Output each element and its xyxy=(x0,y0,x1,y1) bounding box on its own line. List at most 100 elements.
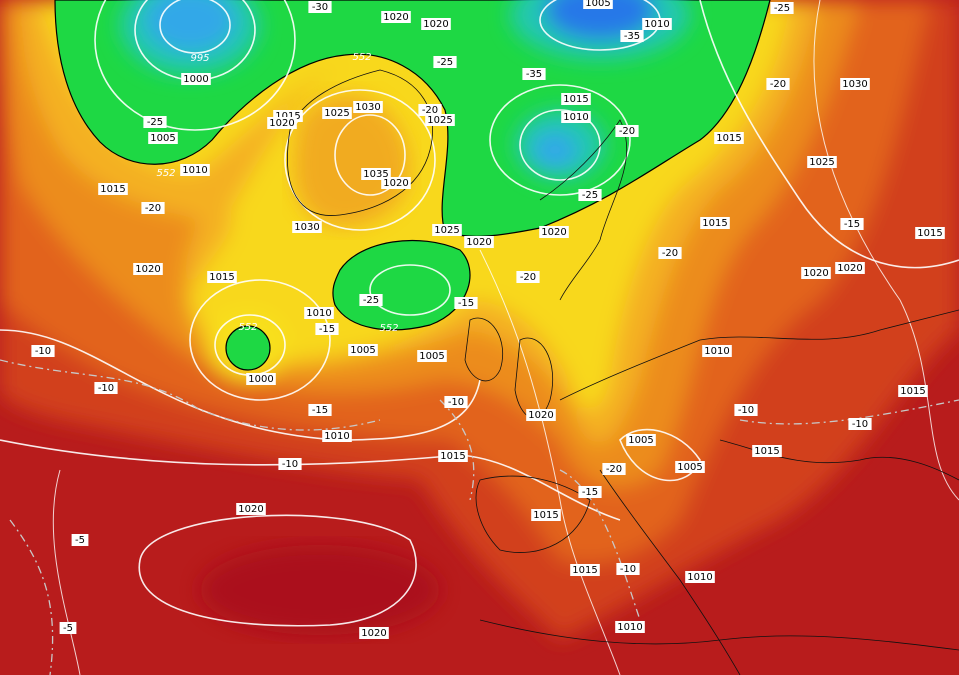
contour-label-text: 1015 xyxy=(209,272,234,283)
contour-label: 552 xyxy=(379,323,398,334)
contour-label-text: -20 xyxy=(606,464,622,475)
contour-label: 1000 xyxy=(246,373,276,385)
contour-label-text: 1015 xyxy=(100,184,125,195)
contour-label: 1020 xyxy=(539,226,569,238)
contour-label: 552 xyxy=(238,322,257,333)
contour-label-box xyxy=(315,323,339,335)
contour-label: 1000 xyxy=(181,73,211,85)
contour-label-text: 1020 xyxy=(383,12,408,23)
contour-label: -10 xyxy=(94,382,118,394)
contour-label-text: -10 xyxy=(282,459,298,470)
contour-label: -5 xyxy=(59,622,77,634)
contour-label-text: 1015 xyxy=(917,228,942,239)
contour-label-text: 1010 xyxy=(324,431,349,442)
contour-label-box xyxy=(417,350,447,362)
contour-label-box xyxy=(236,503,266,515)
contour-label-text: 1020 xyxy=(541,227,566,238)
contour-label-box xyxy=(433,56,457,68)
contour-label-text: -20 xyxy=(619,126,635,137)
contour-label-box xyxy=(626,434,656,446)
contour-label-text: 1000 xyxy=(248,374,273,385)
contour-label: -20 xyxy=(602,463,626,475)
contour-label-box xyxy=(602,463,626,475)
contour-label-text: 1020 xyxy=(238,504,263,515)
contour-label: -10 xyxy=(444,396,468,408)
contour-label-box xyxy=(840,78,870,90)
contour-label-box xyxy=(421,18,451,30)
contour-label-box xyxy=(181,73,211,85)
contour-label: 1020 xyxy=(381,177,411,189)
contour-label-text: 552 xyxy=(238,322,257,333)
contour-label: 1030 xyxy=(840,78,870,90)
contour-label: -10 xyxy=(848,418,872,430)
contour-label-box xyxy=(702,345,732,357)
contour-label-text: 1015 xyxy=(533,510,558,521)
contour-label-text: 1015 xyxy=(275,111,300,122)
contour-label-text: 1025 xyxy=(809,157,834,168)
contour-label-text: 1020 xyxy=(135,264,160,275)
contour-label-box xyxy=(381,11,411,23)
contour-label-box xyxy=(454,297,478,309)
contour-label: -20 xyxy=(516,271,540,283)
contour-label-text: 1015 xyxy=(563,94,588,105)
contour-label-box xyxy=(143,116,167,128)
contour-label-text: -5 xyxy=(75,535,85,546)
contour-label-text: 1015 xyxy=(754,446,779,457)
contour-label-box xyxy=(915,227,945,239)
contour-label-box xyxy=(381,177,411,189)
contour-label-box xyxy=(616,563,640,575)
contour-label-box xyxy=(308,1,332,13)
contour-label: 1020 xyxy=(526,409,556,421)
contour-label-text: -35 xyxy=(624,31,640,42)
contour-label-box xyxy=(848,418,872,430)
contour-label-box xyxy=(418,104,442,116)
contour-label: 1005 xyxy=(626,434,656,446)
contour-label: 1010 xyxy=(615,621,645,633)
contour-label: -15 xyxy=(840,218,864,230)
contour-label-box xyxy=(425,114,455,126)
contour-label: 995 xyxy=(190,53,209,64)
contour-label-box xyxy=(278,458,302,470)
contour-labels: 1020 1020 1005 1010 -35 -30 -25 995 1000 -25 -35 -2… xyxy=(31,0,945,639)
contour-label-box xyxy=(246,373,276,385)
contour-label-text: -25 xyxy=(774,3,790,14)
contour-label: 1020 xyxy=(801,267,831,279)
contour-label: -30 xyxy=(308,1,332,13)
contour-label: -20 xyxy=(615,125,639,137)
contour-label-text: 1005 xyxy=(419,351,444,362)
contour-label-text: 1020 xyxy=(269,118,294,129)
contour-label-text: 1010 xyxy=(704,346,729,357)
contour-label-box xyxy=(304,307,334,319)
contour-label-text: 552 xyxy=(156,168,175,179)
contour-label: -5 xyxy=(71,534,89,546)
contour-label-box xyxy=(658,247,682,259)
contour-label-text: 1020 xyxy=(423,19,448,30)
contour-label-text: 1025 xyxy=(427,115,452,126)
contour-label: -35 xyxy=(522,68,546,80)
contour-label-box xyxy=(348,344,378,356)
contour-label: 1020 xyxy=(133,263,163,275)
contour-label-text: -15 xyxy=(319,324,335,335)
contour-label-text: 1005 xyxy=(628,435,653,446)
contour-label-text: 1020 xyxy=(383,178,408,189)
contour-label-box xyxy=(570,564,600,576)
contour-label-text: 552 xyxy=(379,323,398,334)
contour-label-box xyxy=(207,271,237,283)
contour-label: -10 xyxy=(31,345,55,357)
contour-label-text: 1015 xyxy=(572,565,597,576)
contour-label: -15 xyxy=(578,486,602,498)
contour-label-text: -30 xyxy=(312,2,328,13)
contour-label: -10 xyxy=(278,458,302,470)
contour-label-text: 1015 xyxy=(702,218,727,229)
contour-label: 1010 xyxy=(322,430,352,442)
contour-label: 1010 xyxy=(642,18,672,30)
contour-label-box xyxy=(141,202,165,214)
contour-label-box xyxy=(98,183,128,195)
contour-label-text: -10 xyxy=(620,564,636,575)
contour-label-text: 1005 xyxy=(150,133,175,144)
contour-label-box xyxy=(133,263,163,275)
contour-label: 1015 xyxy=(207,271,237,283)
